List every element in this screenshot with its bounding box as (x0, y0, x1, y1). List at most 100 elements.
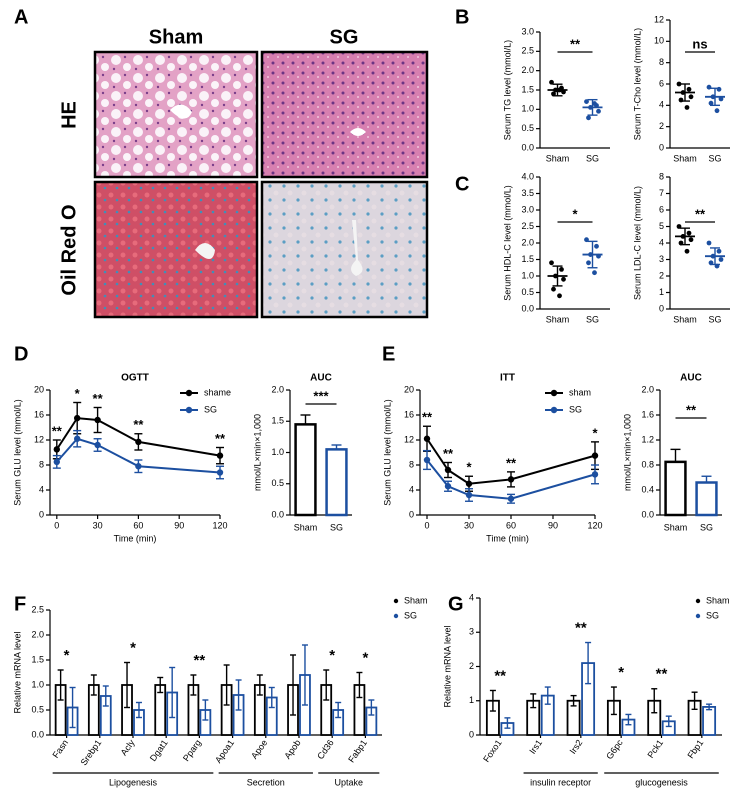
panel-label: F (14, 593, 26, 615)
y-tick-label: 1.0 (31, 679, 44, 689)
y-tick-label: 1.0 (271, 447, 284, 457)
legend-label: SG (706, 610, 719, 620)
data-point (94, 441, 101, 449)
y-tick-label: 1.0 (521, 270, 534, 280)
data-point (718, 96, 724, 102)
x-axis-label: Time (min) (486, 533, 529, 543)
x-tick-label: Sham (546, 153, 570, 163)
data-point (586, 115, 591, 121)
data-point (592, 270, 597, 276)
x-axis-label: Time (min) (114, 533, 157, 543)
annotation: * (466, 460, 472, 475)
y-tick-label: 8 (409, 459, 414, 469)
data-point (74, 414, 81, 422)
significance: *** (313, 388, 329, 403)
legend-label: shame (204, 387, 231, 397)
x-tick-label: Pck1 (645, 738, 665, 760)
y-tick-label: 8 (659, 171, 664, 181)
y-tick-label: 0 (659, 303, 664, 313)
y-tick-label: 1.2 (641, 434, 654, 444)
x-tick-label: 30 (464, 520, 474, 530)
data-point (584, 99, 589, 104)
bar (325, 448, 348, 517)
y-tick-label: 1 (469, 695, 474, 705)
y-tick-label: 20 (34, 384, 44, 394)
chart-title: OGTT (121, 373, 149, 384)
column-label: SG (330, 26, 359, 48)
group-label: insulin receptor (530, 777, 591, 787)
bar (695, 481, 718, 517)
y-tick-label: 12 (34, 434, 44, 444)
y-tick-label: 2.0 (271, 384, 284, 394)
data-point (53, 446, 60, 453)
y-tick-label: 0.4 (641, 484, 654, 494)
y-tick-label: 3.0 (521, 204, 534, 214)
y-axis-label: Relative mRNA level (12, 631, 22, 713)
y-tick-label: 1.5 (271, 416, 284, 426)
legend-marker (550, 389, 558, 397)
y-tick-label: 6 (659, 78, 664, 88)
data-point (549, 79, 554, 85)
significance: ns (692, 36, 707, 51)
vessel (351, 220, 363, 276)
legend-marker (393, 613, 399, 619)
y-tick-label: 1.0 (521, 104, 534, 114)
y-axis-label: mmol/L×min×1,000 (252, 414, 262, 491)
data-point (551, 286, 556, 292)
y-tick-label: 16 (34, 409, 44, 419)
y-tick-label: 0.5 (271, 478, 284, 488)
y-tick-label: 8 (659, 57, 664, 67)
x-tick-label: G6pc (604, 737, 625, 761)
y-tick-label: 0.5 (521, 287, 534, 297)
data-point (686, 230, 692, 236)
significance: ** (656, 666, 668, 683)
bar (294, 423, 317, 517)
x-tick-label: 0 (54, 520, 59, 530)
x-tick-label: Sham (673, 314, 697, 324)
y-tick-label: 0.0 (31, 729, 44, 739)
legend-marker (695, 613, 701, 619)
x-tick-label: Srebp1 (79, 738, 104, 768)
x-tick-label: Apoa1 (213, 738, 236, 765)
y-tick-label: 3 (659, 254, 664, 264)
significance: * (329, 647, 335, 664)
y-tick-label: 10 (654, 36, 664, 46)
data-point (423, 456, 431, 464)
data-point (444, 466, 452, 474)
x-tick-label: Sham (664, 522, 688, 532)
panel-label: E (382, 343, 395, 365)
group-label: Secretion (247, 777, 285, 787)
y-tick-label: 6 (659, 204, 664, 214)
data-point (216, 469, 224, 476)
x-tick-label: 120 (212, 520, 227, 530)
group-label: glucogenesis (635, 777, 688, 787)
y-tick-label: 0.0 (641, 509, 654, 519)
x-tick-label: SG (700, 522, 713, 532)
y-tick-label: 1.5 (521, 84, 534, 94)
data-point (718, 257, 724, 262)
x-tick-label: Fabp1 (346, 738, 369, 765)
data-point (714, 108, 720, 114)
x-tick-label: 120 (587, 520, 602, 530)
chart-title: ITT (500, 373, 515, 384)
annotation: ** (93, 391, 104, 406)
legend-marker (550, 406, 558, 414)
y-tick-label: 2.0 (31, 629, 44, 639)
data-point (549, 260, 554, 266)
y-axis-label: mmol/L×min×1,000 (622, 414, 632, 491)
y-tick-label: 0.0 (271, 509, 284, 519)
y-tick-label: 0 (39, 509, 44, 519)
data-point (135, 438, 142, 446)
data-point (423, 435, 431, 442)
data-point (135, 463, 142, 470)
y-tick-label: 2 (659, 121, 664, 131)
data-point (591, 471, 599, 478)
y-tick-label: 12 (654, 14, 664, 24)
x-tick-label: 60 (506, 520, 516, 530)
y-tick-label: 4 (469, 592, 474, 602)
data-point (561, 276, 566, 282)
panel-label: G (448, 593, 464, 615)
y-tick-label: 1.5 (521, 254, 534, 264)
x-tick-label: 30 (93, 520, 103, 530)
histology-image (93, 180, 259, 319)
